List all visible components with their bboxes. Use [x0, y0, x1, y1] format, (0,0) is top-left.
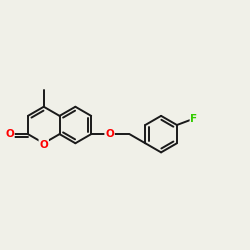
Text: F: F [190, 114, 198, 124]
Text: O: O [40, 140, 48, 149]
Text: O: O [105, 129, 114, 139]
Text: O: O [5, 128, 14, 138]
